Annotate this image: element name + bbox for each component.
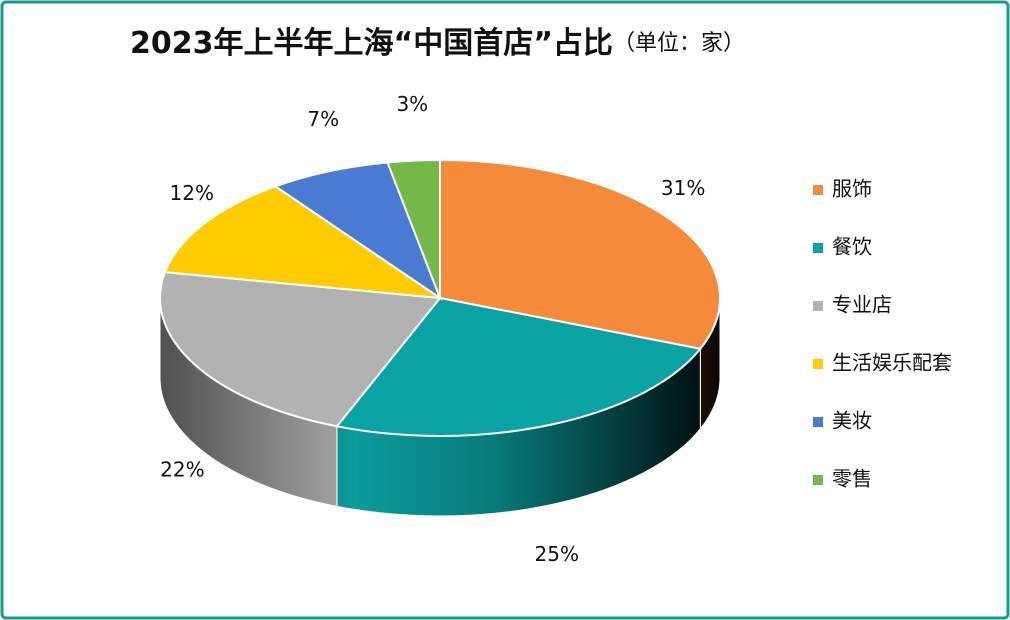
legend-label: 专业店 bbox=[832, 293, 892, 317]
legend-label: 餐饮 bbox=[832, 235, 872, 259]
data-label: 7% bbox=[307, 107, 339, 131]
legend-label: 美妆 bbox=[832, 409, 872, 433]
data-label: 31% bbox=[661, 176, 705, 200]
title-block: 2023年上半年上海“中国首店”占比（单位：家） bbox=[130, 26, 745, 61]
chart-title: 2023年上半年上海“中国首店”占比 bbox=[130, 26, 613, 61]
data-label: 22% bbox=[160, 458, 204, 482]
legend-swatch bbox=[813, 243, 823, 253]
pie-slice bbox=[439, 158, 721, 350]
legend-swatch bbox=[813, 417, 823, 427]
pie-slice bbox=[335, 296, 703, 437]
pie-slice bbox=[163, 185, 441, 299]
pie-slice bbox=[386, 158, 441, 299]
chart-subtitle: （单位：家） bbox=[613, 31, 745, 56]
legend-label: 服饰 bbox=[832, 177, 872, 201]
legend-swatch bbox=[813, 185, 823, 195]
legend-swatch bbox=[813, 475, 823, 485]
pie-slice bbox=[273, 161, 443, 301]
data-label: 3% bbox=[396, 92, 428, 116]
legend-label: 生活娱乐配套 bbox=[832, 351, 952, 375]
pie-slice bbox=[159, 271, 442, 428]
legend-swatch bbox=[813, 359, 823, 369]
legend-swatch bbox=[813, 301, 823, 311]
data-label: 12% bbox=[170, 181, 214, 205]
data-label: 25% bbox=[535, 542, 579, 566]
legend-label: 零售 bbox=[832, 467, 872, 491]
